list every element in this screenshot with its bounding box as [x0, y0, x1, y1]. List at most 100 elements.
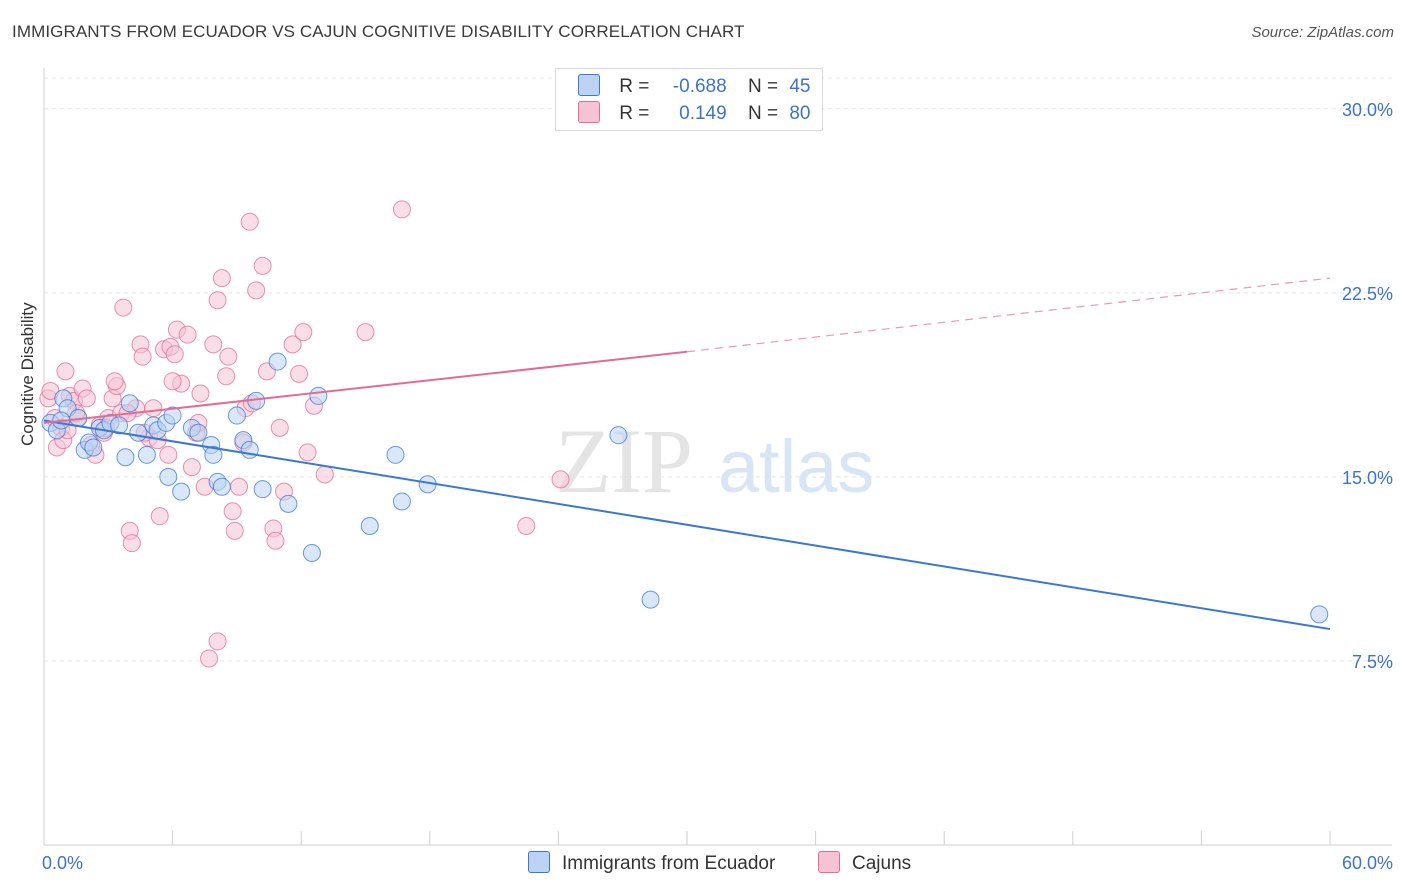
legend-r-value: 0.149: [679, 103, 727, 124]
watermark: ZIP atlas: [555, 410, 874, 512]
ecuador-point: [360, 516, 379, 535]
cajun-point: [163, 372, 182, 391]
ecuador-point: [268, 352, 287, 371]
cajun-point: [283, 335, 302, 354]
bottom-legend-label: Cajuns: [852, 853, 912, 874]
legend-swatch-pink: [818, 851, 840, 873]
cajun-point: [182, 458, 201, 477]
cajun-point: [392, 200, 411, 219]
x-tick-label: 60.0%: [1342, 853, 1393, 873]
cajun-point: [217, 367, 236, 386]
bottom-legend-cajuns[interactable]: Cajuns: [818, 851, 911, 875]
cajun-point: [191, 384, 210, 403]
legend-swatch-blue: [578, 74, 600, 96]
ecuador-point: [392, 492, 411, 511]
cajun-point: [240, 212, 259, 231]
x-tick-label: 0.0%: [42, 853, 83, 873]
ecuador-point: [386, 445, 405, 464]
y-tick-label: 15.0%: [1342, 468, 1393, 488]
cajun-point: [315, 465, 334, 484]
ecuador-point: [212, 477, 231, 496]
cajun-point: [122, 534, 141, 553]
ecuador-point: [137, 445, 156, 464]
cajun-point: [212, 269, 231, 288]
bottom-legend-ecuador[interactable]: Immigrants from Ecuador: [528, 851, 775, 875]
ecuador-point: [120, 394, 139, 413]
cajun-point: [247, 281, 266, 300]
cajun-point: [219, 347, 238, 366]
axes: [43, 68, 1392, 846]
watermark-atlas: atlas: [718, 425, 874, 508]
ecuador-trend-line: [43, 419, 1331, 631]
ecuador-point: [84, 438, 103, 457]
cajun-point: [270, 418, 289, 437]
cajun-point: [77, 389, 96, 408]
cajun-point: [56, 362, 75, 381]
legend-row-cajuns: R = 0.149 N = 80: [578, 101, 810, 127]
y-tick-label: 22.5%: [1342, 284, 1393, 304]
data-points: [39, 200, 1329, 668]
legend-n-value: 80: [789, 103, 811, 124]
cajun-point: [144, 399, 163, 418]
ecuador-point: [189, 423, 208, 442]
legend-n-label: N =: [747, 76, 779, 97]
legend-r-label: R =: [619, 76, 650, 97]
cajun-point: [230, 477, 249, 496]
watermark-zip: ZIP: [555, 410, 693, 512]
ecuador-point: [227, 406, 246, 425]
legend-swatch-blue: [528, 851, 550, 873]
cajun-point: [159, 445, 178, 464]
y-tick-label: 30.0%: [1342, 100, 1393, 120]
cajun-point: [204, 335, 223, 354]
y-tick-label: 7.5%: [1352, 652, 1393, 672]
ecuador-point: [172, 482, 191, 501]
stats-legend: R = -0.688 N = 45 R = 0.149 N = 80: [555, 68, 823, 131]
cajun-point: [266, 531, 285, 550]
legend-swatch-pink: [578, 101, 600, 123]
cajun-trend-extension: [686, 277, 1331, 353]
ecuador-point: [129, 423, 148, 442]
ecuador-point: [279, 494, 298, 513]
legend-r-value: -0.688: [672, 76, 727, 97]
ecuador-point: [159, 467, 178, 486]
cajun-point: [105, 372, 124, 391]
ecuador-point: [204, 445, 223, 464]
cajun-point: [165, 345, 184, 364]
tick-labels: 7.5% 15.0% 22.5% 30.0% 0.0% 60.0%: [42, 100, 1393, 873]
cajun-trend-line: [43, 350, 688, 424]
ecuador-point: [253, 480, 272, 499]
y-axis-label: Cognitive Disability: [18, 302, 37, 446]
chart-title: IMMIGRANTS FROM ECUADOR VS CAJUN COGNITI…: [12, 22, 745, 41]
ecuador-point: [309, 386, 328, 405]
cajun-point: [178, 325, 197, 344]
legend-n-label: N =: [747, 103, 779, 124]
cajun-point: [294, 323, 313, 342]
cajun-point: [225, 521, 244, 540]
cajun-point: [200, 649, 219, 668]
legend-n-value: 45: [789, 76, 811, 97]
ecuador-point: [116, 448, 135, 467]
cajun-point: [208, 291, 227, 310]
ecuador-point: [302, 543, 321, 562]
grid-lines: [44, 77, 1392, 662]
cajun-point: [290, 364, 309, 383]
cajun-point: [208, 632, 227, 651]
cajun-point: [150, 507, 169, 526]
cajun-point: [551, 470, 570, 489]
cajun-point: [298, 443, 317, 462]
trend-lines: [43, 277, 1331, 631]
cajun-point: [114, 298, 133, 317]
source-label: Source: ZipAtlas.com: [1251, 24, 1394, 41]
cajun-point: [133, 347, 152, 366]
ecuador-point: [1310, 605, 1329, 624]
cajun-point: [253, 256, 272, 275]
cajun-point: [223, 502, 242, 521]
ecuador-point: [163, 406, 182, 425]
cajun-point: [356, 323, 375, 342]
legend-r-label: R =: [619, 103, 650, 124]
ecuador-point: [609, 426, 628, 445]
ecuador-point: [110, 416, 129, 435]
ecuador-point: [240, 440, 259, 459]
bottom-legend-label: Immigrants from Ecuador: [562, 853, 776, 874]
